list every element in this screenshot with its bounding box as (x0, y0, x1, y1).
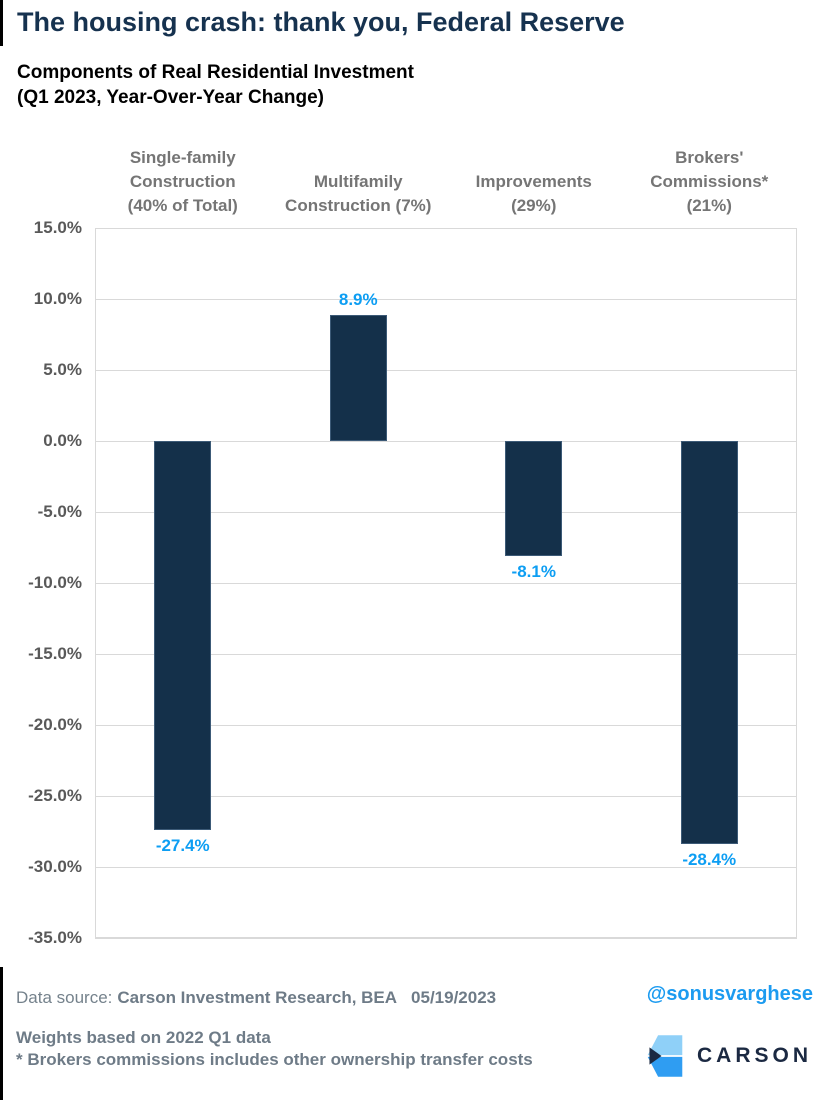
y-axis-tick-label: -5.0% (37, 502, 82, 521)
bar-value-label: -28.4% (682, 850, 737, 870)
gridline (95, 867, 797, 868)
page-title: The housing crash: thank you, Federal Re… (17, 7, 625, 37)
category-header-label: Multifamily Construction (7%) (285, 172, 432, 215)
gridline (95, 725, 797, 726)
gridline (95, 299, 797, 300)
bar (680, 441, 738, 845)
y-axis-tick-label: -10.0% (28, 573, 82, 592)
gridline (95, 370, 797, 371)
gridline (95, 654, 797, 655)
carson-logo-text: CARSON (696, 1044, 812, 1067)
chart-subtitle: Components of Real Residential Investmen… (17, 60, 414, 110)
data-source-line: Data source: Carson Investment Research, … (16, 988, 496, 1008)
category-header-label: Single-family Construction (40% of Total… (127, 148, 238, 215)
footer-accent-bar (0, 967, 3, 1100)
y-axis-tick-label: -25.0% (28, 786, 82, 805)
category-header: Multifamily Construction (7%) (263, 140, 453, 218)
data-source-value: Carson Investment Research, BEA (117, 988, 398, 1007)
y-axis-tick-label: 10.0% (33, 289, 82, 308)
gridline (95, 938, 797, 939)
category-header-label: Brokers' Commissions* (21%) (650, 148, 769, 215)
gridline (95, 512, 797, 513)
y-axis-tick-label: -15.0% (28, 644, 82, 663)
footer-note-brokers: * Brokers commissions includes other own… (16, 1050, 533, 1069)
category-header-label: Improvements (29%) (475, 172, 592, 215)
category-header: Brokers' Commissions* (21%) (614, 140, 804, 218)
bar-value-label: -8.1% (511, 562, 556, 582)
bar (505, 441, 563, 557)
gridline (95, 796, 797, 797)
social-handle-link[interactable]: @sonusvarghese (646, 983, 813, 1005)
bar (154, 441, 212, 831)
gridline (95, 583, 797, 584)
y-axis-tick-label: -20.0% (28, 715, 82, 734)
title-accent-bar (0, 0, 3, 46)
data-source-date: 05/19/2023 (411, 988, 497, 1007)
y-axis-tick-label: 0.0% (43, 431, 82, 450)
y-axis-tick-label: 15.0% (33, 218, 82, 237)
gridline (95, 441, 797, 442)
gridline (95, 228, 797, 229)
y-axis-tick-label: -35.0% (28, 928, 82, 947)
y-axis-tick-label: 5.0% (43, 360, 82, 379)
bar (329, 314, 387, 441)
chart-subtitle-line1: Components of Real Residential Investmen… (17, 62, 414, 83)
category-header: Single-family Construction (40% of Total… (88, 140, 278, 218)
category-header: Improvements (29%) (439, 140, 629, 218)
data-source-label: Data source: (16, 988, 113, 1007)
footer-note-weights: Weights based on 2022 Q1 data (16, 1028, 271, 1047)
y-axis-tick-label: -30.0% (28, 857, 82, 876)
carson-logo-icon (647, 1035, 683, 1077)
bar-value-label: -27.4% (155, 836, 210, 856)
chart-subtitle-line2: (Q1 2023, Year-Over-Year Change) (17, 87, 324, 108)
bar-value-label: 8.9% (338, 289, 378, 309)
carson-logo: CARSON (646, 1032, 812, 1080)
